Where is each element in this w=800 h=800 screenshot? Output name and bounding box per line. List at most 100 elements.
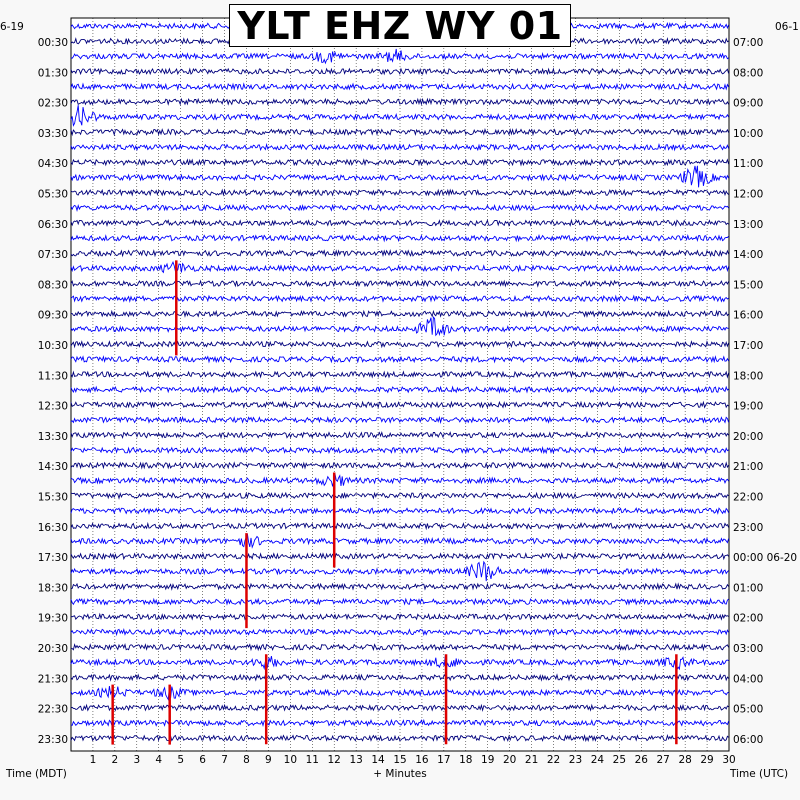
trace-line: [70, 491, 729, 500]
trace-line: [70, 654, 729, 671]
seismic-events: [111, 260, 678, 745]
trace-line: [70, 506, 730, 515]
x-tick-label: 11: [306, 754, 319, 766]
trace-line: [70, 552, 729, 561]
x-tick-label: 3: [133, 754, 140, 766]
x-axis-title: + Minutes: [373, 768, 426, 780]
right-time-label: 19:00: [733, 401, 763, 413]
right-time-label: 08:00: [733, 67, 763, 79]
x-tick-label: 22: [547, 754, 560, 766]
trace-line: [70, 127, 730, 137]
right-time-label: 05:00: [733, 704, 763, 716]
trace-line: [70, 627, 729, 637]
left-axis-title: Time (MDT): [5, 768, 67, 780]
x-tick-label: 16: [415, 754, 429, 766]
trace-line: [70, 158, 730, 167]
right-time-label: 09:00: [733, 98, 763, 110]
trace-line: [70, 473, 729, 487]
right-time-label: 22:00: [733, 492, 763, 504]
trace-line: [70, 718, 730, 728]
x-tick-label: 29: [700, 754, 713, 766]
left-time-label: 18:30: [38, 582, 68, 594]
trace-line: [70, 560, 729, 582]
trace-line: [70, 400, 729, 409]
right-time-label: 16:00: [733, 310, 763, 322]
left-time-label: 03:30: [38, 128, 68, 140]
trace-line: [70, 612, 729, 621]
left-time-label: 13:30: [38, 431, 68, 443]
right-time-label: 18:00: [733, 370, 763, 382]
trace-line: [70, 203, 729, 212]
trace-line: [70, 461, 729, 470]
x-tick-label: 14: [371, 754, 385, 766]
trace-line: [70, 430, 729, 440]
trace-line: [70, 82, 729, 91]
left-time-label: 09:30: [38, 310, 68, 322]
left-time-label: 10:30: [38, 340, 68, 352]
trace-line: [70, 685, 729, 701]
x-tick-label: 30: [722, 754, 735, 766]
right-time-label: 21:00: [733, 461, 763, 473]
trace-line: [70, 249, 730, 258]
trace-line: [70, 279, 730, 288]
x-tick-label: 17: [437, 754, 450, 766]
trace-line: [70, 597, 729, 606]
date-right-label: 06-1: [775, 21, 799, 33]
x-tick-label: 28: [678, 754, 691, 766]
left-time-label: 08:30: [38, 279, 68, 291]
right-time-labels: 07:00 08:00 09:00 10:00 11:00 12:00 13:00 14:00…: [733, 37, 797, 746]
right-time-label: 11:00: [733, 158, 763, 170]
right-time-label: 06:00: [733, 734, 763, 746]
left-time-label: 01:30: [38, 67, 68, 79]
x-tick-label: 7: [221, 754, 228, 766]
right-time-label: 14:00: [733, 249, 763, 261]
trace-line: [70, 582, 729, 591]
x-tick-label: 10: [284, 754, 297, 766]
x-tick-label: 5: [177, 754, 184, 766]
left-time-label: 17:30: [38, 552, 68, 564]
trace-line: [70, 673, 729, 682]
trace-line: [70, 446, 729, 455]
trace-line: [70, 218, 729, 228]
trace-line: [70, 261, 730, 274]
right-time-label: 01:00: [733, 582, 763, 594]
x-tick-label: 4: [155, 754, 162, 766]
x-tick-label: 9: [265, 754, 272, 766]
trace-line: [70, 415, 730, 425]
right-time-label: 20:00: [733, 431, 763, 443]
x-tick-label: 8: [243, 754, 250, 766]
left-time-label: 11:30: [38, 370, 68, 382]
right-time-label: 04:00: [733, 673, 763, 685]
x-tick-label: 27: [657, 754, 670, 766]
trace-line: [70, 165, 730, 188]
trace-line: [70, 643, 730, 652]
right-time-label: 10:00: [733, 128, 763, 140]
x-tick-label: 18: [459, 754, 472, 766]
right-time-label: 15:00: [733, 279, 763, 291]
right-time-label: 12:00: [733, 189, 763, 201]
right-time-label: 02:00: [733, 613, 763, 625]
x-tick-label: 1: [90, 754, 97, 766]
trace-line: [70, 521, 730, 531]
x-tick-label: 2: [112, 754, 119, 766]
left-time-label: 20:30: [38, 643, 68, 655]
right-time-label: 00:00 06-20: [733, 552, 797, 564]
x-tick-label: 21: [525, 754, 538, 766]
x-tick-label: 24: [591, 754, 605, 766]
left-time-label: 04:30: [38, 158, 68, 170]
x-tick-label: 19: [481, 754, 494, 766]
left-time-label: 12:30: [38, 401, 68, 413]
x-tick-label: 6: [199, 754, 206, 766]
trace-line: [70, 234, 729, 243]
trace-line: [70, 105, 729, 127]
chart-title-box: YLT EHZ WY 01: [229, 4, 571, 47]
right-time-label: 03:00: [733, 643, 763, 655]
trace-line: [70, 188, 729, 197]
chart-title: YLT EHZ WY 01: [237, 3, 563, 48]
left-time-label: 16:30: [38, 522, 68, 534]
right-time-label: 07:00: [733, 37, 763, 49]
trace-line: [70, 316, 729, 337]
trace-line: [70, 97, 730, 106]
right-axis-title: Time (UTC): [729, 768, 788, 780]
